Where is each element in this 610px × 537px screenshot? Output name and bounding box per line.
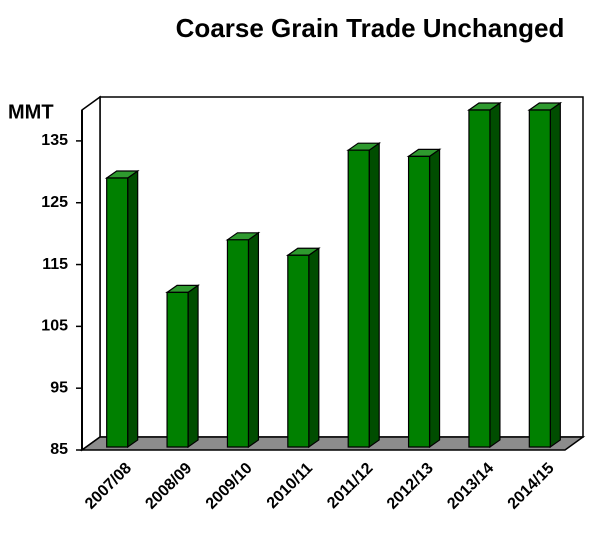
bar-face	[226, 239, 250, 448]
bar	[225, 231, 261, 449]
x-tick-label: 2007/08	[82, 460, 135, 513]
y-axis-label: MMT	[8, 101, 54, 123]
x-tick-label: 2011/12	[324, 460, 376, 512]
bar-face	[308, 247, 320, 449]
bar-face	[127, 169, 139, 449]
bar	[467, 101, 502, 449]
bar-face	[106, 177, 129, 448]
bar	[165, 284, 200, 449]
bar-face	[549, 101, 561, 449]
x-tick-label: 2012/13	[384, 460, 437, 513]
side-wall	[81, 95, 101, 452]
y-tick-label: 105	[41, 318, 68, 335]
y-tick-label: 125	[41, 194, 68, 211]
bar-face	[166, 291, 189, 448]
x-tick-label: 2008/09	[142, 460, 195, 513]
bar-face	[287, 254, 310, 448]
bar-face	[368, 142, 380, 449]
bar	[527, 101, 563, 449]
x-tick-label: 2013/14	[444, 460, 497, 513]
y-tick-label: 85	[50, 441, 68, 458]
bar	[285, 247, 321, 449]
bar	[406, 148, 442, 449]
bar	[104, 169, 140, 449]
y-tick-label: 95	[50, 379, 68, 396]
bar-face	[187, 284, 199, 449]
bar-face	[528, 109, 551, 448]
floor	[79, 436, 586, 451]
bar	[346, 142, 382, 449]
bar-face	[468, 109, 491, 448]
y-tick-label: 135	[41, 132, 68, 149]
x-tick-label: 2014/15	[505, 460, 558, 513]
bar-face	[347, 149, 370, 448]
bar-face	[247, 231, 260, 449]
bar-face	[489, 101, 501, 449]
bar-face	[428, 148, 441, 449]
bar-face	[407, 155, 431, 448]
x-tick-label: 2009/10	[203, 460, 256, 513]
x-tick-label: 2010/11	[264, 460, 316, 512]
chart-title: Coarse Grain Trade Unchanged	[176, 13, 565, 43]
y-tick-label: 115	[42, 256, 68, 273]
